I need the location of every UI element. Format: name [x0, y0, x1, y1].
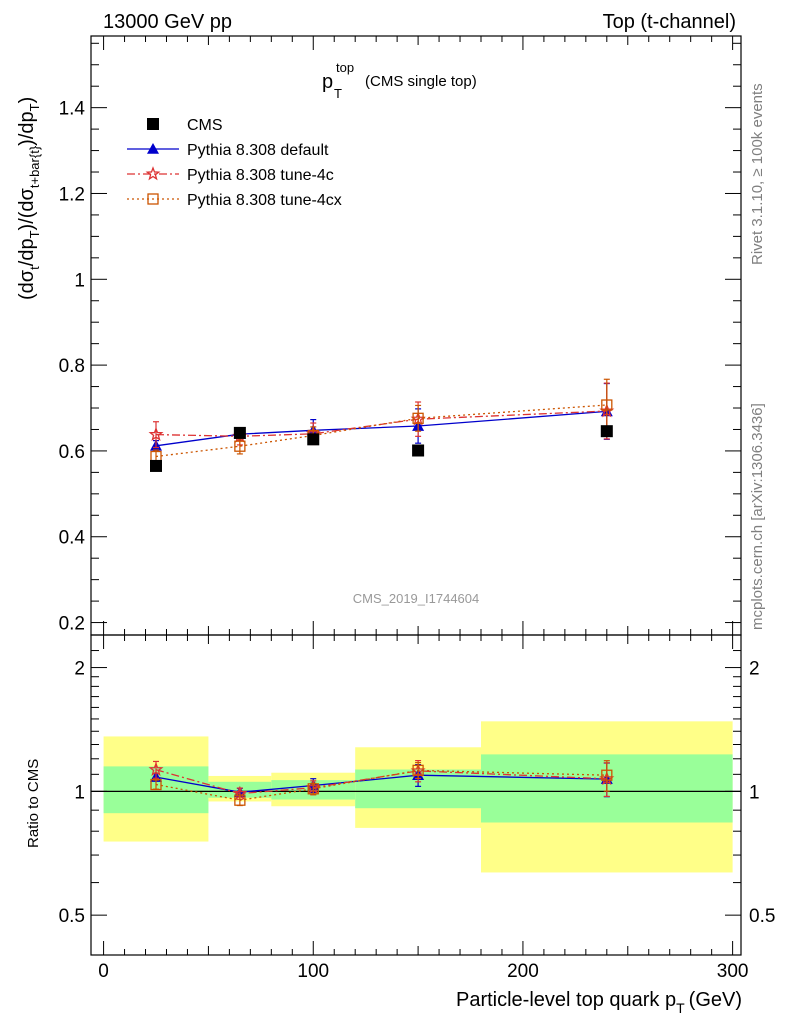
- legend-entry-2-marker: [145, 166, 161, 181]
- title-sub: T: [334, 86, 342, 101]
- svg-text:(CMS single top): (CMS single top): [365, 73, 477, 90]
- ratio-axes: 0 100 200 300 0.5 0.5 1 1 2 2: [59, 634, 775, 982]
- cms-point: [600, 425, 613, 438]
- analysis-watermark: CMS_2019_I1744604: [353, 591, 480, 606]
- ratio-series-3-point: [601, 769, 613, 781]
- x-tick-label: 200: [507, 961, 539, 982]
- x-tick-label: 100: [297, 961, 329, 982]
- y-tick-label: 1.4: [59, 99, 86, 120]
- svg-text:T: T: [334, 86, 342, 101]
- x-axis-label: Particle-level top quark pT (GeV): [456, 989, 742, 1016]
- ratio-frame: [90, 634, 742, 956]
- plot-title: p top T (CMS single top): [322, 60, 477, 101]
- main-ylabel: (dσt/dpT)/(dσt+bar{t})/dpT): [16, 97, 42, 300]
- legend-entry-3-label: Pythia 8.308 tune-4cx: [187, 192, 342, 209]
- legend-entry-1-label: Pythia 8.308 default: [187, 142, 329, 159]
- series-3-point: [234, 440, 246, 452]
- y-tick-label: 0.6: [59, 442, 85, 463]
- x-tick-label: 0: [98, 961, 109, 982]
- svg-text:p: p: [322, 71, 333, 93]
- y-tick-label: 0.4: [59, 528, 86, 549]
- title-main: p: [322, 71, 333, 93]
- ratio-series-3-point: [234, 794, 246, 806]
- title-note: (CMS single top): [365, 73, 477, 90]
- x-tick-label: 300: [717, 961, 749, 982]
- ratio-y-tick-label: 2: [74, 659, 85, 680]
- series-3-point: [601, 399, 613, 411]
- legend-entry-3-marker: [147, 193, 159, 205]
- ratio-series-3-point: [150, 778, 162, 791]
- ratio-ylabel: Ratio to CMS: [25, 759, 42, 848]
- ratio-y-tick-label-right: 0.5: [749, 906, 775, 927]
- series-3-point: [412, 412, 424, 424]
- main-axes: 0.2 0.4 0.6 0.8 1 1.2 1.4: [59, 35, 742, 636]
- y-tick-label: 1: [74, 270, 85, 291]
- header-right: Top (t-channel): [603, 11, 736, 33]
- y-tick-label: 0.2: [59, 614, 85, 635]
- title-sup: top: [336, 60, 354, 75]
- y-tick-label: 0.8: [59, 356, 85, 377]
- ratio-series-3-point: [412, 764, 424, 777]
- ratio-series-3-point: [307, 783, 319, 795]
- legend-entry-0-marker: [147, 118, 159, 130]
- series-1-line: [155, 410, 607, 447]
- ratio-series: [148, 759, 615, 807]
- legend: CMS Pythia 8.308 default Pythia 8.308 tune…: [127, 117, 342, 209]
- y-tick-label: 1.2: [59, 184, 85, 205]
- mcplots-label: mcplots.cern.ch [arXiv:1306.3436]: [749, 403, 766, 630]
- cms-point: [412, 444, 425, 457]
- header-left: 13000 GeV pp: [103, 11, 232, 33]
- series-3-line: [155, 404, 607, 458]
- series-2-point: [148, 426, 164, 441]
- ratio-bands: [103, 721, 733, 873]
- legend-entry-1-marker: [147, 143, 159, 154]
- cms-point: [307, 433, 320, 446]
- legend-entry-2-label: Pythia 8.308 tune-4c: [187, 167, 334, 184]
- legend-entry-0-label: CMS: [187, 117, 223, 134]
- ratio-y-tick-label-right: 1: [749, 782, 760, 803]
- ratio-series-3-line: [155, 769, 607, 801]
- ratio-y-tick-label: 0.5: [59, 906, 85, 927]
- svg-text:top: top: [336, 60, 354, 75]
- rivet-label: Rivet 3.1.10, ≥ 100k events: [749, 83, 766, 265]
- cms-point: [150, 459, 162, 472]
- series-2-line: [155, 410, 607, 437]
- ratio-y-tick-label-right: 2: [749, 659, 760, 680]
- cms-point: [233, 426, 246, 439]
- main-series: [148, 378, 615, 472]
- ratio-y-tick-label: 1: [74, 782, 85, 803]
- ratio-series-2-point: [148, 761, 164, 777]
